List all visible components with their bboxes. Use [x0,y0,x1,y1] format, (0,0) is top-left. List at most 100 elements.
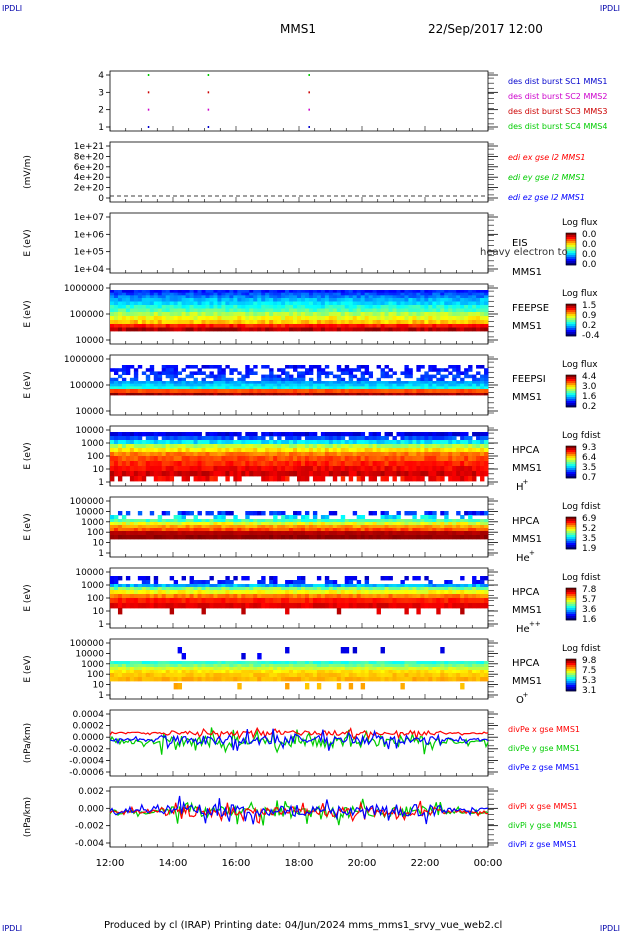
spec-cell-3-2-1-16 [173,316,179,321]
spec-cell-6-3-1-78 [420,535,425,540]
spec-cell-5-3-0-71 [392,456,397,462]
spec-cell-3-2-1-41 [273,316,278,321]
spec-cell-5-2-1-19 [185,452,190,457]
spec-cell-3-0-0-11 [153,290,159,294]
spec-cell-5-3-2-15 [169,466,175,472]
spec-cell-7-3-0-65 [368,598,374,604]
ytick-label-2-0: 1e+07 [74,213,104,223]
spec-cell-8-1-0-2 [117,661,123,665]
spec-cell-4-2-0-79 [424,389,429,394]
spec-cell-4-0-2-58 [340,371,346,375]
spec-cell-6-3-1-62 [356,535,362,540]
spec-cell-4-0-1-61 [352,368,358,372]
spec-cell-5-4-0-18 [181,476,186,482]
spec-cell-5-2-0-43 [281,448,286,453]
spec-cell-5-3-3-46 [293,471,298,477]
spec-cell-4-3-0-7 [137,393,143,396]
spec-cell-3-1-2-25 [209,305,214,309]
spec-cell-4-1-0-32 [237,381,242,385]
spec-cell-5-3-1-12 [157,461,163,467]
spec-cell-5-3-3-10 [149,471,155,477]
spec-cell-3-0-2-93 [480,295,485,299]
spec-cell-8-1-0-4 [125,661,131,665]
spec-cell-3-1-0-76 [412,298,417,302]
spec-cell-7-3-1-3 [121,603,127,609]
spec-cell-5-3-2-64 [364,466,370,472]
spec-cell-6-2-0-49 [304,525,310,529]
spec-cell-7-1-1-41 [273,587,278,591]
spec-cell-3-1-1-74 [404,301,409,306]
spec-cell-6-2-1-77 [416,528,421,532]
spec-cell-4-1-0-7 [137,381,143,385]
spec-cell-7-2-1-52 [316,594,322,599]
spec-cell-4-0-4-45 [289,377,294,382]
spec-cell-6-1-0-66 [372,519,377,523]
spec-cell-4-1-1-14 [165,383,171,387]
spec-cell-5-1-0-81 [432,440,437,445]
spec-cell-5-2-0-86 [452,448,457,453]
spec-cell-3-0-2-18 [181,295,186,299]
spec-cell-3-2-0-48 [300,312,306,317]
spec-cell-4-0-0-19 [185,365,190,369]
spec-cell-7-1-0-3 [121,584,127,588]
spec-cell-7-2-0-43 [281,590,286,595]
spec-cell-3-1-1-68 [380,301,385,306]
spec-cell-3-2-1-30 [229,316,234,321]
spec-cell-3-2-2-38 [261,320,266,325]
spec-cell-4-0-1-52 [316,368,322,372]
spec-cell-6-2-0-63 [360,525,366,529]
spec-cell-5-4-0-15 [169,476,175,482]
spec-cell-3-0-1-16 [173,292,179,296]
spec-cell-3-1-1-3 [121,301,127,306]
spec-cell-5-2-1-60 [348,452,354,457]
spec-cell-3-2-2-13 [161,320,167,325]
spec-cell-3-1-3-54 [324,308,330,313]
spec-cell-4-0-3-11 [153,374,159,379]
spec-cell-5-4-0-51 [312,476,318,482]
spec-cell-4-1-2-81 [432,386,437,390]
spec-cell-7-3-0-16 [173,598,179,604]
spec-cell-4-1-0-76 [412,381,417,385]
spec-cell-5-2-1-45 [289,452,294,457]
spec-cell-6-2-0-67 [376,525,381,529]
spec-cell-5-3-3-75 [408,471,413,477]
spec-cell-6-1-0-30 [229,519,234,523]
spec-cell-6-1-0-60 [348,519,354,523]
spec-cell-3-2-1-47 [297,316,302,321]
colorbar-tick-2-1: 0.0 [582,240,597,250]
spec-cell-5-2-1-47 [297,452,302,457]
spec-cell-5-0-1-23 [201,436,206,441]
spec-cell-4-1-2-54 [324,386,330,390]
spec-cell-4-1-0-82 [436,381,441,385]
spec-cell-3-1-2-15 [169,305,175,309]
spec-cell-3-0-0-57 [336,290,342,294]
spec-cell-4-0-0-81 [432,365,437,369]
burst-mark-1-2 [308,108,310,111]
spec-cell-5-0-0-38 [261,432,266,437]
spec-cell-8-0-1-33 [241,653,246,660]
spec-cell-7-3-1-90 [468,603,473,609]
colorbar-cell-6-0 [566,517,576,520]
spec-cell-7-2-0-58 [340,590,346,595]
spec-cell-7-3-0-33 [241,598,246,604]
spec-cell-8-1-0-49 [304,661,310,665]
spec-cell-5-2-0-13 [161,448,167,453]
ytick-label-5-0: 10000 [75,426,104,436]
spec-cell-6-1-1-53 [320,522,326,526]
spec-cell-3-0-1-64 [364,292,370,296]
spec-cell-3-1-0-84 [444,298,449,302]
spec-cell-4-1-2-14 [165,386,171,390]
spec-cell-5-4-0-56 [332,476,338,482]
spec-cell-6-1-0-32 [237,519,242,523]
spec-cell-6-3-0-2 [117,531,123,536]
spec-cell-6-3-0-61 [352,531,358,536]
spec-cell-5-3-1-37 [257,461,262,467]
spec-cell-5-1-1-59 [344,444,350,449]
spec-cell-6-2-1-30 [229,528,234,532]
spec-cell-6-1-0-82 [436,519,441,523]
spec-cell-6-1-0-24 [205,519,210,523]
spec-cell-3-2-2-94 [484,320,489,325]
spec-cell-3-0-2-5 [129,295,135,299]
spec-cell-4-0-2-85 [448,371,453,375]
spec-cell-7-0-1-16 [173,580,179,585]
